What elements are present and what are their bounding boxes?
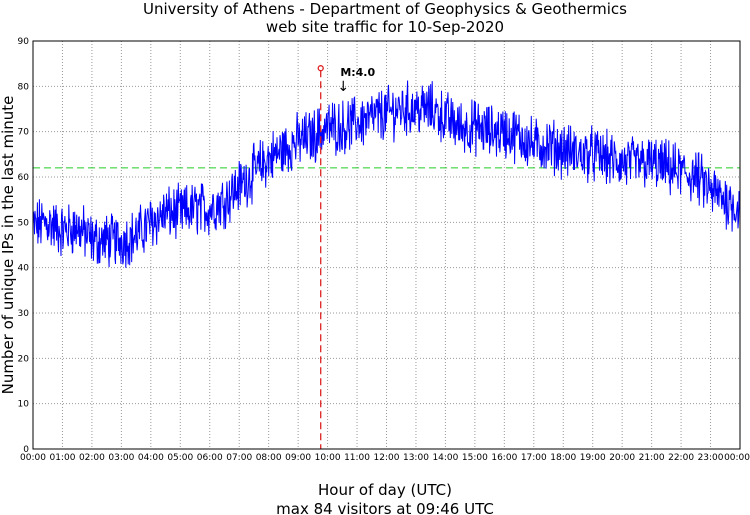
x-tick-label: 06:00 [197,453,223,463]
x-axis-label: Hour of day (UTC) [318,481,452,499]
x-tick-label: 05:00 [167,453,193,463]
x-tick-label: 19:00 [580,453,606,463]
x-tick-label: 12:00 [374,453,400,463]
y-tick-label: 70 [18,128,30,138]
x-tick-label: 11:00 [344,453,370,463]
x-tick-label: 15:00 [462,453,488,463]
x-tick-label: 20:00 [609,453,635,463]
x-tick-label: 09:00 [285,453,311,463]
x-tick-label: 00:00 [20,453,46,463]
grid-lines [33,41,740,449]
x-tick-label: 04:00 [138,453,164,463]
y-tick-label: 30 [18,309,30,319]
x-tick-label: 18:00 [550,453,576,463]
x-tick-label: 16:00 [491,453,517,463]
x-tick-label: 23:00 [698,453,724,463]
y-tick-label: 20 [18,354,30,364]
x-tick-label: 07:00 [226,453,252,463]
x-tick-label: 14:00 [432,453,458,463]
x-tick-label: 17:00 [521,453,547,463]
y-tick-label: 40 [18,264,30,274]
x-tick-label: 21:00 [639,453,665,463]
annotation-label: M:4.0 [340,66,375,79]
traffic-series-line [32,80,741,268]
y-tick-label: 10 [18,400,30,410]
y-tick-label: 50 [18,218,30,228]
x-tick-label: 02:00 [79,453,105,463]
x-tick-label: 10:00 [315,453,341,463]
x-tick-label: 08:00 [256,453,282,463]
y-tick-label: 60 [18,173,30,183]
x-tick-label: 22:00 [668,453,694,463]
y-tick-label: 0 [23,445,29,455]
x-axis-ticks: 00:00 01:00 02:00 03:00 04:00 05:00 06:00 07:00… [20,453,750,463]
plot-frame [32,40,741,450]
max-visitors-footer: max 84 visitors at 09:46 UTC [276,500,494,515]
annotation-arrow-icon: ↓ [337,79,349,95]
chart-subtitle: web site traffic for 10-Sep-2020 [266,18,504,36]
chart-title: University of Athens - Department of Geo… [143,0,627,18]
x-tick-label: 13:00 [403,453,429,463]
y-tick-label: 90 [18,37,30,47]
y-tick-label: 80 [18,82,30,92]
x-tick-label: 01:00 [49,453,75,463]
x-tick-label: 00:00 [724,453,750,463]
x-tick-label: 03:00 [108,453,134,463]
max-marker-dot [317,65,324,72]
y-axis-label: Number of unique IPs in the last minute [0,96,17,395]
y-axis-ticks: 0 10 20 30 40 50 60 70 80 90 [18,37,30,455]
